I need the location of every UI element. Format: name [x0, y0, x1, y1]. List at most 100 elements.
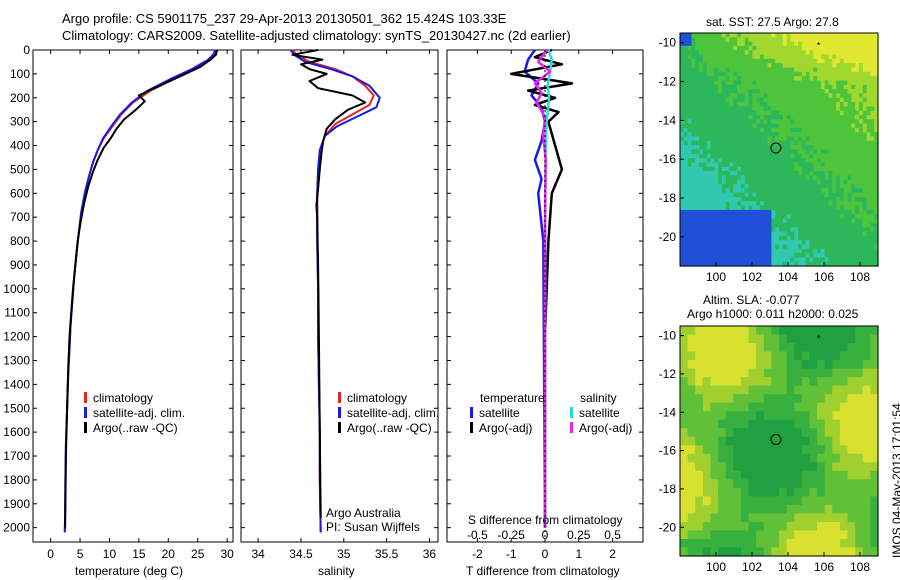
map-cell [733, 453, 742, 463]
map-cell [710, 538, 719, 549]
map-cell [733, 261, 738, 267]
map-cell [771, 162, 776, 168]
map-cell [779, 123, 784, 129]
map-cell [710, 487, 719, 497]
map-cell [805, 257, 811, 263]
map-cell [721, 123, 727, 129]
map-cell [870, 89, 875, 94]
map-cell [828, 218, 833, 224]
map-cell [729, 102, 734, 107]
map-cell [733, 368, 742, 378]
map-cell [832, 496, 841, 506]
map-cell [782, 214, 788, 220]
map-cell [740, 453, 750, 463]
map-cell [855, 334, 864, 344]
map-cell [813, 196, 818, 202]
map-cell [851, 50, 856, 56]
map-cell [847, 37, 852, 43]
map-cell [874, 127, 879, 133]
map-cell [702, 149, 708, 155]
map-cell [740, 119, 746, 125]
map-cell [870, 445, 879, 455]
map-cell [740, 218, 746, 224]
map-cell [805, 71, 811, 77]
salinity-series [289, 49, 381, 533]
map-cell [782, 179, 788, 185]
map-cell [767, 76, 772, 82]
map-cell [721, 106, 727, 112]
map-cell [725, 67, 731, 73]
map-cell [680, 504, 689, 515]
map-cell [801, 530, 811, 540]
map-cell [740, 80, 746, 86]
map-cell [725, 93, 731, 99]
map-cell [843, 171, 849, 176]
map-cell [740, 184, 746, 189]
map-cell [748, 326, 757, 336]
map-cell [786, 136, 792, 142]
map-cell [817, 89, 822, 94]
map-cell [790, 153, 795, 159]
map-cell [870, 453, 879, 463]
map-cell [851, 196, 856, 202]
depth-tick-label: 1500 [3, 401, 30, 415]
map-cell [683, 110, 689, 116]
map-cell [710, 89, 715, 94]
map-cell [798, 145, 803, 151]
map-cell [813, 110, 818, 116]
map-cell [820, 158, 826, 164]
map-cell [809, 41, 814, 47]
map-cell [809, 445, 818, 455]
map-cell [721, 136, 727, 142]
map-cell [779, 205, 784, 211]
map-cell [740, 428, 750, 438]
map-cell [832, 428, 841, 438]
map-cell [794, 214, 799, 220]
map-cell [832, 175, 837, 181]
map-cell [839, 175, 845, 181]
map-cell [737, 261, 742, 267]
map-cell [858, 158, 864, 164]
map-cell [824, 37, 830, 43]
map-cell [687, 196, 693, 202]
map-cell [798, 127, 803, 133]
map-cell [691, 110, 696, 116]
map-cell [680, 162, 685, 168]
temperature-xlabel: temperature (deg C) [75, 564, 184, 578]
map-cell [737, 114, 742, 120]
map-cell [782, 71, 788, 77]
map-cell [832, 196, 837, 202]
map-cell [725, 445, 734, 455]
map-cell [839, 257, 845, 263]
map-cell [759, 97, 765, 103]
map-cell [847, 196, 852, 202]
map-cell [839, 110, 845, 116]
map-cell [680, 394, 689, 404]
map-cell [740, 445, 750, 455]
map-cell [680, 41, 685, 47]
series-line-2 [543, 49, 554, 528]
map-cell [737, 54, 742, 60]
map-cell [718, 140, 723, 146]
map-cell [752, 76, 757, 82]
map-cell [855, 166, 860, 172]
map-cell [756, 470, 765, 480]
map-cell [771, 334, 780, 344]
map-cell [805, 171, 811, 176]
map-cell [820, 231, 826, 237]
map-cell [798, 153, 803, 159]
map-cell [680, 462, 689, 472]
map-cell [756, 244, 761, 250]
map-cell [843, 158, 849, 164]
map-cell [809, 145, 814, 151]
map-cell [710, 235, 715, 241]
map-cell [748, 530, 757, 540]
map-cell [737, 218, 742, 224]
map-cell [714, 63, 719, 69]
map-cell [836, 63, 841, 69]
map-cell [786, 179, 792, 185]
map-xtick-label: 106 [814, 270, 834, 284]
map-cell [680, 127, 685, 133]
map-cell [858, 179, 864, 185]
